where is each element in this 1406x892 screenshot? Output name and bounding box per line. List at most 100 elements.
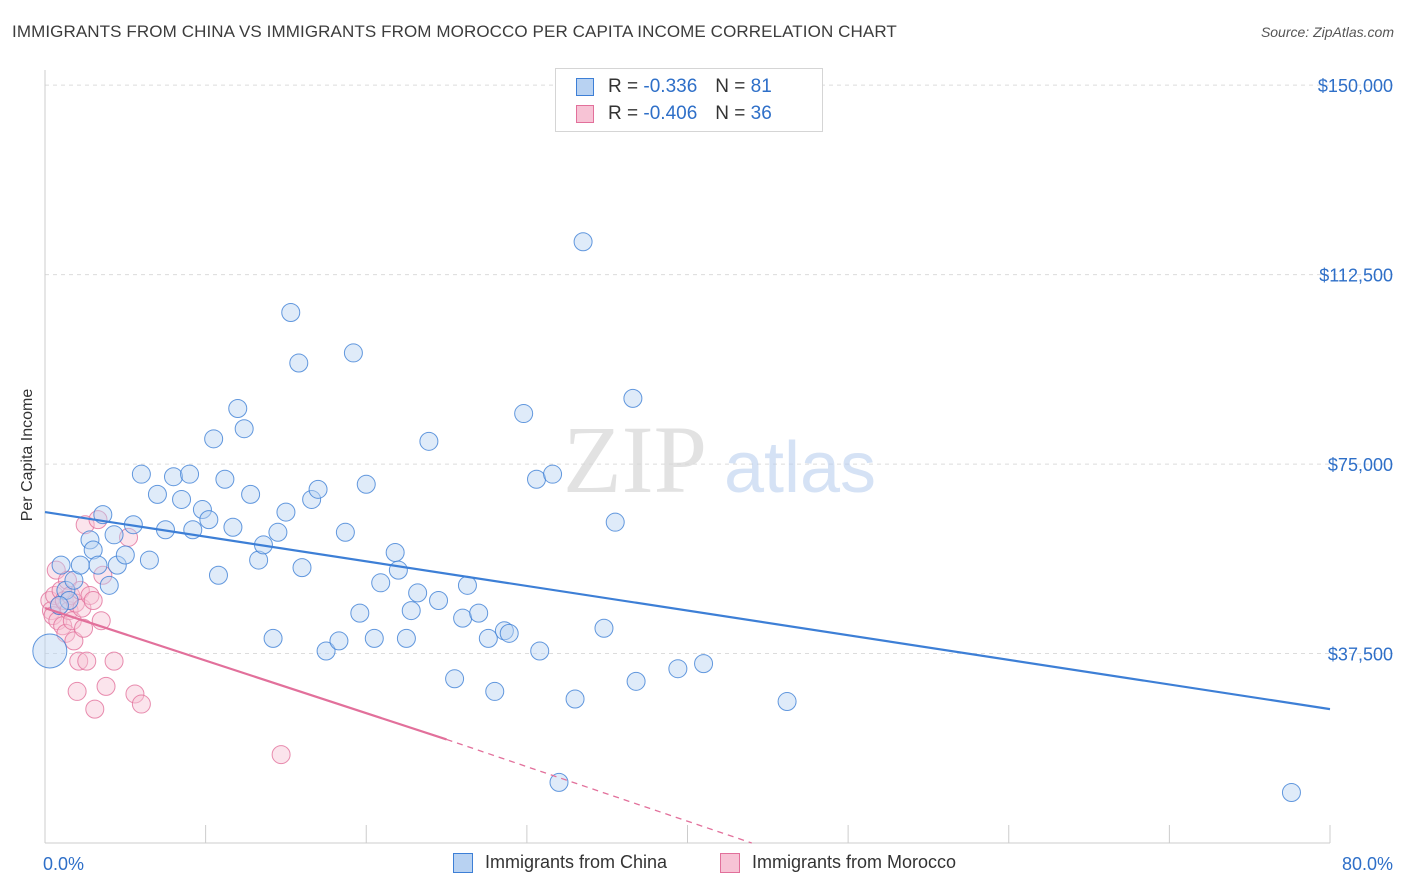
china-point [99, 575, 119, 595]
china-point [485, 681, 505, 701]
legend-swatch-morocco [576, 105, 594, 123]
series-legend-swatch-china [453, 852, 473, 873]
china-point [281, 303, 301, 323]
china-point [549, 772, 569, 792]
china-point [668, 659, 688, 679]
china-point [107, 555, 127, 575]
y-tick-label: $75,000 [1328, 455, 1393, 475]
china-point [292, 558, 312, 578]
china-point [172, 489, 192, 509]
china-point [164, 467, 183, 487]
tick-labels: $37,500 $75,000 $112,500 $150,000 0.0% 80.0% [43, 76, 1393, 874]
china-point [543, 464, 563, 484]
china-point [469, 603, 489, 623]
china-point [565, 689, 585, 709]
china-point [223, 517, 243, 537]
china-point [115, 545, 135, 565]
series-legend-label-china: Immigrants from China [485, 852, 668, 872]
china-point [356, 474, 376, 494]
morocco-point [45, 585, 65, 605]
morocco-trend-extension [446, 738, 752, 844]
morocco-point [104, 651, 124, 671]
china-point [32, 633, 68, 669]
china-point [527, 469, 547, 489]
y-tick-label: $150,000 [1318, 76, 1393, 96]
y-tick-label: $112,500 [1319, 266, 1393, 286]
morocco-point [67, 681, 87, 701]
china-point [147, 484, 167, 504]
x-tick-label: 80.0% [1342, 854, 1393, 874]
china-point [329, 631, 349, 651]
morocco-point [51, 580, 71, 600]
axes [44, 70, 1331, 844]
china-point [401, 601, 421, 621]
morocco-point [56, 623, 76, 643]
china-point [131, 464, 151, 484]
china-point [49, 596, 69, 616]
china-point [51, 555, 71, 575]
legend-n-label: N = [715, 103, 746, 124]
watermark-zip: ZIP [563, 406, 707, 513]
china-point [215, 469, 235, 489]
china-point [263, 628, 283, 648]
morocco-trend-line [44, 607, 447, 741]
china-point [139, 550, 159, 570]
china-point [445, 669, 465, 689]
watermark-atlas: atlas [724, 428, 876, 508]
china-point [626, 671, 646, 691]
legend-row-china: R = -0.336 N = 81 [576, 74, 772, 100]
china-point [396, 628, 416, 648]
china-point [777, 692, 797, 712]
china-point [343, 343, 363, 363]
china-point [408, 583, 428, 603]
china-point [88, 555, 108, 575]
chart-title: IMMIGRANTS FROM CHINA VS IMMIGRANTS FROM… [12, 22, 897, 41]
china-point [104, 525, 124, 545]
china-point [385, 542, 405, 562]
china-point [208, 565, 228, 585]
morocco-point [96, 676, 116, 696]
series-legend-label-morocco: Immigrants from Morocco [752, 852, 957, 872]
legend-r-value-morocco: -0.406 [643, 103, 698, 124]
china-point [499, 623, 519, 643]
china-point [70, 555, 90, 575]
china-point [228, 399, 248, 419]
china-point [514, 404, 534, 424]
china-point [316, 641, 336, 661]
morocco-series [40, 510, 291, 765]
series-legend-china[interactable]: Immigrants from China [453, 852, 667, 873]
y-tick-label: $37,500 [1328, 645, 1393, 665]
china-point [192, 500, 212, 520]
morocco-point [93, 565, 113, 585]
legend-r-label: R = [608, 76, 639, 97]
morocco-point [83, 590, 103, 610]
legend-r-label: R = [608, 103, 639, 124]
china-point [694, 654, 714, 674]
china-point [204, 429, 224, 449]
morocco-point [69, 651, 89, 671]
china-point [494, 621, 514, 641]
china-point [478, 628, 498, 648]
china-point [199, 510, 219, 530]
watermark: ZIP atlas [563, 406, 876, 513]
china-point [350, 603, 370, 623]
china-point [234, 419, 254, 439]
legend-n-label: N = [715, 76, 746, 97]
china-point [335, 522, 355, 542]
china-point [249, 550, 269, 570]
morocco-point [75, 515, 95, 535]
china-trend-line [44, 510, 1331, 711]
morocco-point [131, 694, 151, 714]
china-point [388, 560, 408, 580]
china-point [429, 590, 449, 610]
morocco-point [125, 684, 145, 704]
china-point [180, 464, 200, 484]
series-legend-swatch-morocco [720, 852, 740, 873]
morocco-point [80, 585, 100, 605]
series-legend-morocco[interactable]: Immigrants from Morocco [720, 852, 956, 873]
correlation-legend: R = -0.336 N = 81 R = -0.406 N = 36 [555, 68, 823, 132]
x-tick-label: 0.0% [43, 854, 84, 874]
china-point [573, 232, 593, 252]
china-point [308, 479, 328, 499]
